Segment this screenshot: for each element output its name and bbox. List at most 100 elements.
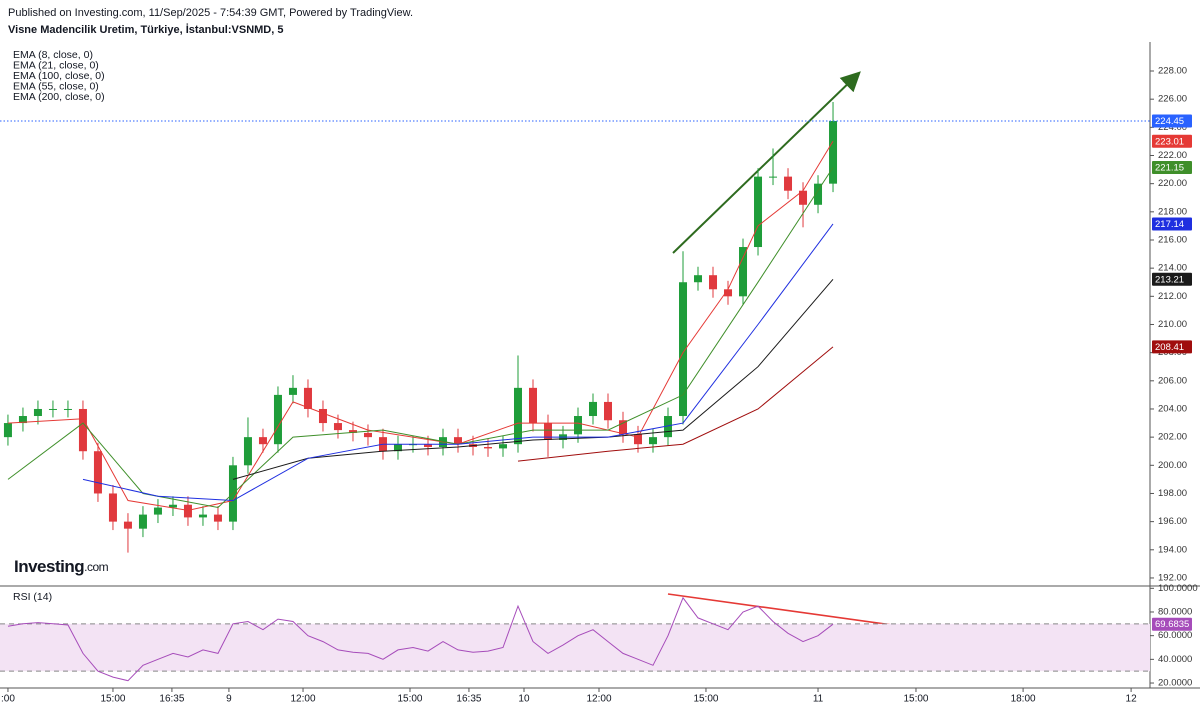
candle-body (513, 387, 522, 445)
candle-body (258, 437, 267, 445)
candle-body (363, 432, 372, 438)
y-tick-label: 80.0000 (1158, 606, 1192, 617)
legend-entry: EMA (55, close, 0) (13, 80, 99, 92)
candle-body (739, 247, 748, 297)
legend-entry: EMA (8, close, 0) (13, 49, 93, 61)
y-tick-label: 40.0000 (1158, 654, 1192, 665)
y-tick-label: 196.00 (1158, 516, 1187, 527)
x-tick-label: 16:35 (159, 694, 184, 705)
candle-body (589, 401, 598, 417)
candle-body (3, 423, 12, 438)
last-price-label-box (1152, 114, 1192, 128)
ema-line (82, 223, 834, 502)
x-tick-label: :00 (1, 694, 15, 705)
candle-body (724, 289, 733, 297)
candle-body (483, 446, 492, 449)
y-tick-label: 212.00 (1158, 291, 1187, 302)
trend-arrow-up (672, 71, 861, 254)
candle-body (769, 176, 778, 178)
ema-last-value-box (1152, 160, 1192, 174)
candle-body (93, 451, 102, 494)
legend-entry: EMA (200, close, 0) (13, 91, 105, 103)
candle-body (619, 420, 628, 435)
candle-body (108, 493, 117, 522)
candle-body (153, 507, 162, 515)
candle-body (18, 416, 27, 424)
y-tick-label: 206.00 (1158, 375, 1187, 386)
logo-suffix: .com (84, 560, 109, 574)
ema-line (232, 278, 834, 480)
candle-body (709, 275, 718, 290)
candle-body (183, 504, 192, 518)
ema-last-value: 208.41 (1155, 342, 1184, 353)
rsi-band (0, 623, 1150, 672)
x-tick-label: 9 (226, 694, 232, 705)
x-tick-label: 12:00 (291, 694, 316, 705)
candle-body (814, 183, 823, 205)
legend-entry: EMA (21, close, 0) (13, 59, 99, 71)
x-tick-label: 15:00 (903, 694, 928, 705)
candle-body (213, 514, 222, 522)
rsi-line (7, 596, 834, 682)
candle-body (318, 408, 327, 424)
candle-body (664, 416, 673, 438)
x-tick-label: 15:00 (100, 694, 125, 705)
y-tick-label: 200.00 (1158, 460, 1187, 471)
candle-body (649, 437, 658, 445)
candle-body (63, 408, 72, 410)
candle-body (48, 408, 57, 410)
candle-body (333, 423, 342, 431)
x-tick-label: 11 (813, 694, 824, 705)
y-tick-label: 202.00 (1158, 432, 1187, 443)
rsi-last-value: 69.6835 (1155, 619, 1189, 630)
candle-body (528, 387, 537, 424)
candle-body (138, 514, 147, 529)
logo-text: Investing (14, 557, 84, 576)
candle-body (453, 437, 462, 445)
ema-last-value-box (1152, 134, 1192, 148)
candle-body (303, 387, 312, 409)
candle-body (634, 434, 643, 445)
candle-body (123, 521, 132, 529)
y-tick-label: 218.00 (1158, 206, 1187, 217)
x-tick-label: 16:35 (456, 694, 481, 705)
ema-last-value: 223.01 (1155, 136, 1184, 147)
y-tick-label: 100.0000 (1158, 583, 1198, 594)
ema-last-value-box (1152, 217, 1192, 231)
y-tick-label: 220.00 (1158, 178, 1187, 189)
chart-title: Visne Madencilik Uretim, Türkiye, İstanb… (8, 23, 283, 36)
candle-body (799, 190, 808, 205)
candles (3, 101, 838, 553)
ema-last-value: 213.21 (1155, 274, 1184, 285)
candle-body (498, 444, 507, 449)
candle-body (168, 504, 177, 508)
ema-line (7, 141, 834, 511)
ema-last-value-box (1152, 340, 1192, 354)
candle-body (754, 176, 763, 248)
x-tick-label: 15:00 (693, 694, 718, 705)
y-tick-label: 214.00 (1158, 263, 1187, 274)
candle-body (348, 430, 357, 433)
candle-body (423, 444, 432, 447)
x-tick-label: 10 (518, 694, 530, 705)
candle-body (604, 401, 613, 421)
candle-body (288, 387, 297, 395)
last-price-label: 224.45 (1155, 116, 1184, 127)
published-note: Published on Investing.com, 11/Sep/2025 … (8, 7, 413, 19)
y-tick-label: 222.00 (1158, 150, 1187, 161)
rsi-label: RSI (14) (13, 591, 52, 603)
candle-body (393, 444, 402, 452)
rsi-last-value-box (1152, 617, 1192, 631)
ema-last-value: 221.15 (1155, 162, 1184, 173)
ema-line (517, 346, 834, 462)
y-tick-label: 192.00 (1158, 572, 1187, 583)
x-tick-label: 18:00 (1011, 694, 1036, 705)
y-tick-label: 226.00 (1158, 94, 1187, 105)
logo: Investing.com (14, 557, 109, 576)
y-tick-label: 228.00 (1158, 66, 1187, 77)
candle-body (543, 423, 552, 440)
candle-body (198, 514, 207, 518)
y-tick-label: 198.00 (1158, 488, 1187, 499)
candle-body (243, 437, 252, 466)
candle-body (574, 416, 583, 435)
